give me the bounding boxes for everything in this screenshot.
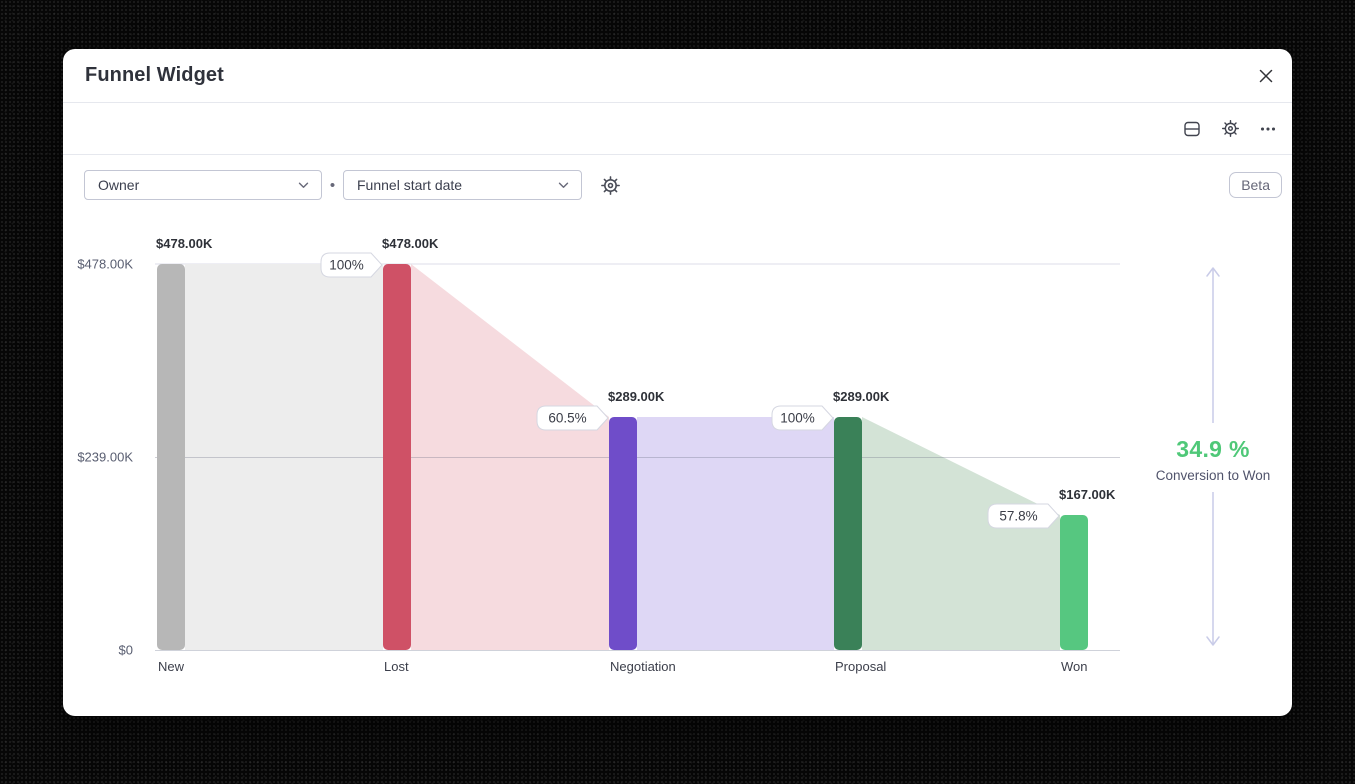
funnel-fill-negotiation-proposal — [637, 417, 834, 650]
funnel-bar-negotiation[interactable] — [609, 417, 637, 650]
gear-icon — [600, 175, 620, 195]
x-axis-label: Won — [1061, 659, 1088, 674]
x-axis-label: Negotiation — [610, 659, 676, 674]
funnel-start-date-value: Funnel start date — [357, 177, 463, 193]
close-icon — [1259, 69, 1273, 82]
x-axis-label: New — [158, 659, 185, 674]
chevron-down-icon — [298, 182, 309, 188]
funnel-chart: $478.00K $239.00K $0 New Lost Negotiation Prop… — [77, 236, 1220, 674]
conversion-callout — [771, 405, 834, 431]
widget-toolbar — [63, 103, 1292, 155]
bar-value-label: $167.00K — [1059, 487, 1116, 502]
bar-value-label: $289.00K — [833, 389, 890, 404]
funnel-bar-won[interactable] — [1060, 515, 1088, 650]
split-view-icon — [1184, 121, 1200, 136]
owner-dropdown-value: Owner — [98, 177, 140, 193]
funnel-bar-proposal[interactable] — [834, 417, 862, 650]
dialog-header: Funnel Widget — [63, 49, 1292, 103]
more-options-button[interactable] — [1252, 113, 1284, 145]
conversion-callout — [320, 252, 383, 278]
bar-value-label: $478.00K — [156, 236, 213, 251]
page-title: Funnel Widget — [85, 64, 224, 86]
owner-dropdown[interactable]: Owner — [84, 170, 322, 200]
conversion-summary: 34.9 % Conversion to Won — [1128, 436, 1292, 483]
conversion-callout-label: 100% — [329, 258, 364, 273]
close-button[interactable] — [1250, 60, 1282, 92]
bar-value-label: $478.00K — [382, 236, 439, 251]
beta-badge: Beta — [1229, 172, 1282, 198]
chart-settings-button[interactable] — [594, 169, 626, 201]
conversion-label: Conversion to Won — [1155, 468, 1271, 483]
y-tick-label: $239.00K — [77, 450, 133, 465]
conversion-callout — [536, 405, 609, 431]
ellipsis-icon — [1260, 126, 1276, 131]
funnel-bar-new[interactable] — [157, 264, 185, 650]
y-tick-label: $478.00K — [77, 257, 133, 272]
y-tick-label: $0 — [119, 643, 133, 658]
bar-value-label: $289.00K — [608, 389, 665, 404]
funnel-fill-new-lost — [185, 264, 383, 650]
arrow-up-icon — [1206, 267, 1220, 277]
x-axis-label: Lost — [384, 659, 409, 674]
funnel-start-date-dropdown[interactable]: Funnel start date — [343, 170, 582, 200]
split-view-button[interactable] — [1176, 113, 1208, 145]
settings-button[interactable] — [1214, 113, 1246, 145]
gear-icon — [1221, 119, 1239, 138]
conversion-callout-label: 60.5% — [548, 411, 586, 426]
x-axis-label: Proposal — [835, 659, 886, 674]
conversion-callout-label: 57.8% — [999, 509, 1037, 524]
filter-bar: Owner • Funnel start date — [63, 155, 1292, 201]
funnel-fill-lost-negotiation — [411, 264, 609, 650]
funnel-bar-lost[interactable] — [383, 264, 411, 650]
chevron-down-icon — [558, 182, 569, 188]
arrow-down-icon — [1206, 636, 1220, 646]
funnel-widget-dialog: Funnel Widget — [63, 49, 1292, 716]
conversion-callout-label: 100% — [780, 411, 815, 426]
funnel-fill-proposal-won — [862, 417, 1060, 650]
conversion-callout — [987, 503, 1060, 529]
filter-separator: • — [329, 176, 336, 194]
conversion-value: 34.9 % — [1176, 436, 1250, 462]
